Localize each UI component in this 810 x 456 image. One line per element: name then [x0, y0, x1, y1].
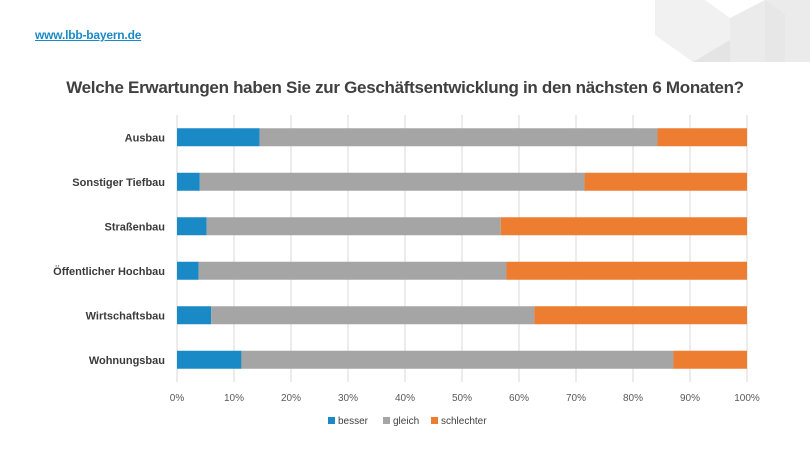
x-tick-label: 100% [734, 393, 760, 404]
legend-swatch-gleich [383, 417, 390, 424]
legend-swatch-besser [328, 417, 335, 424]
bar-segment-schlechter [534, 306, 747, 325]
bar-segment-gleich [259, 128, 658, 147]
legend-label: besser [338, 416, 369, 427]
x-tick-label: 0% [170, 393, 185, 404]
bar-segment-besser [177, 350, 242, 369]
bar-segment-gleich [206, 217, 501, 236]
bar-segment-besser [177, 306, 212, 325]
bar-segment-besser [177, 128, 260, 147]
bars [177, 128, 747, 369]
bar-segment-besser [177, 217, 207, 236]
x-tick-label: 70% [566, 393, 586, 404]
bar-segment-schlechter [500, 217, 747, 236]
legend-label: gleich [393, 416, 419, 427]
x-tick-label: 20% [281, 393, 301, 404]
bar-segment-gleich [198, 261, 507, 280]
x-tick-label: 60% [509, 393, 529, 404]
legend-label: schlechter [441, 416, 487, 427]
bar-segment-schlechter [673, 350, 747, 369]
legend-swatch-schlechter [431, 417, 438, 424]
bar-segment-schlechter [657, 128, 747, 147]
bar-segment-gleich [241, 350, 674, 369]
x-tick-label: 10% [224, 393, 244, 404]
category-label: Wohnungsbau [89, 355, 165, 367]
x-tick-label: 80% [623, 393, 643, 404]
category-label: Öffentlicher Hochbau [53, 265, 165, 278]
category-label: Sonstiger Tiefbau [72, 177, 165, 189]
legend: besser gleich schlechter [328, 416, 487, 427]
chart-title: Welche Erwartungen haben Sie zur Geschäf… [66, 78, 744, 97]
x-tick-label: 30% [338, 393, 358, 404]
category-label: Wirtschaftsbau [86, 310, 165, 322]
x-tick-label: 40% [395, 393, 415, 404]
decorative-cube-graphic [655, 0, 810, 62]
bar-segment-gleich [199, 172, 585, 191]
bar-segment-besser [177, 172, 200, 191]
x-axis-ticks: 0% 10% 20% 30% 40% 50% 60% 70% 80% 90% 100% [170, 393, 760, 404]
site-link[interactable]: www.lbb-bayern.de [35, 28, 142, 42]
bar-segment-schlechter [584, 172, 747, 191]
x-tick-label: 90% [680, 393, 700, 404]
bar-segment-gleich [211, 306, 535, 325]
bar-segment-schlechter [506, 261, 747, 280]
bar-segment-besser [177, 261, 199, 280]
category-label: Straßenbau [104, 221, 165, 233]
x-tick-label: 50% [452, 393, 472, 404]
category-labels: Ausbau Sonstiger Tiefbau Straßenbau Öffentl… [53, 132, 165, 367]
category-label: Ausbau [125, 132, 165, 144]
gridlines [176, 115, 748, 382]
